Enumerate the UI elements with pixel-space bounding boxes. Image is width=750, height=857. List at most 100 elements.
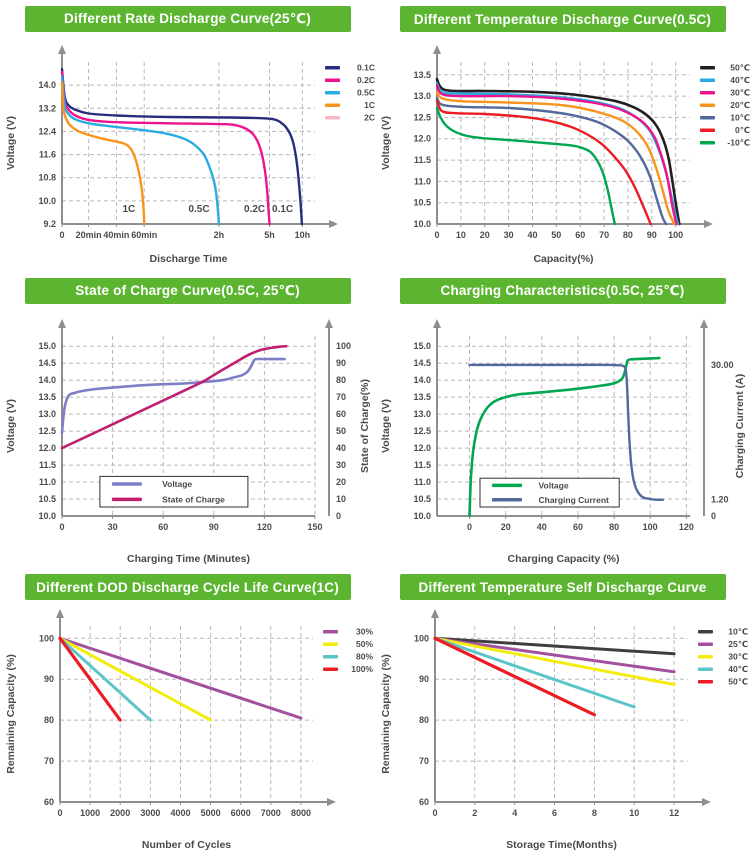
x-tick-label: 20min	[76, 230, 102, 240]
legend-label: 80%	[356, 652, 373, 662]
legend-swatch	[111, 482, 142, 486]
chart-title-banner: Different Temperature Discharge Curve(0.…	[399, 6, 726, 32]
y2-tick-label: 20	[336, 477, 346, 487]
y-tick-label: 13.0	[413, 91, 431, 101]
x-axis-title: Capacity(%)	[533, 253, 593, 265]
x-tick-label: 100	[668, 230, 683, 240]
series-20C	[435, 90, 676, 226]
chart-title: Different Temperature Discharge Curve(0.…	[413, 11, 712, 27]
y-tick-label: 10.5	[413, 494, 431, 504]
panel-self-discharge: Different Temperature Self Discharge Cur…	[375, 568, 750, 857]
chart-canvas-soc: 0 30 60 90 120 150 10.0 10.5 11.0 11.5 12.0 12.5 13.…	[5, 319, 371, 565]
x-axis-arrow-icon	[704, 220, 713, 228]
legend-label: 30℃	[728, 652, 748, 662]
y2-tick-label: 1.20	[711, 495, 729, 505]
legend-label: 50%	[356, 639, 373, 649]
y-tick-label: 11.5	[414, 155, 431, 165]
x-tick-label: 8000	[291, 808, 311, 818]
y-tick-label: 14.5	[413, 358, 431, 368]
x-tick-label: 70	[599, 230, 609, 240]
x-tick-label: 3000	[140, 808, 160, 818]
legend-swatch	[111, 497, 142, 502]
y-axis-arrow-icon	[58, 319, 66, 328]
legend-label: 0.1C	[357, 63, 375, 73]
y-tick-label: 70	[419, 756, 429, 766]
y-tick-label: 100	[39, 633, 54, 643]
series-50C	[435, 77, 681, 226]
y-tick-label: 14.0	[38, 80, 56, 90]
legend-swatch	[325, 103, 340, 107]
curve-label: 0.2C	[244, 204, 265, 215]
legend-swatch	[325, 91, 340, 95]
x-tick-label: 10	[456, 230, 466, 240]
chart-title-banner: Different Rate Discharge Curve(25℃)	[24, 6, 351, 32]
y-tick-label: 15.0	[413, 341, 431, 351]
y2-tick-label: 100	[336, 341, 351, 351]
y-tick-label: 11.0	[414, 477, 431, 487]
y-tick-label: 60	[419, 797, 429, 807]
series--10C	[435, 106, 616, 226]
chart-canvas-self-discharge: 0 2 4 6 8 10 12 60 70 80 90 100 Storage Time(Months)…	[380, 609, 748, 851]
x-axis-arrow-icon	[702, 798, 711, 806]
legend-label: Voltage	[162, 479, 192, 489]
y-tick-label: 14.5	[38, 358, 56, 368]
legend-swatch	[323, 630, 338, 634]
x-tick-label: 30	[108, 522, 118, 532]
legend-swatch	[698, 680, 713, 684]
x-axis-title: Storage Time(Months)	[506, 839, 617, 851]
x-tick-label: 0	[57, 808, 62, 818]
y-tick-label: 12.5	[38, 426, 56, 436]
y2-axis-title: State of Charge(%)	[359, 379, 371, 473]
y-axis-arrow-icon	[58, 45, 66, 54]
y2-axis-arrow-icon	[700, 319, 708, 328]
legend-label: 40℃	[730, 75, 750, 85]
x-axis-title: Number of Cycles	[142, 839, 231, 851]
series-100%	[58, 636, 122, 722]
y-tick-label: 11.0	[39, 477, 56, 487]
y-tick-label: 90	[44, 674, 54, 684]
y-tick-label: 10.5	[38, 494, 56, 504]
y-tick-label: 11.5	[39, 460, 56, 470]
y-tick-label: 90	[419, 674, 429, 684]
x-tick-label: 60	[575, 230, 585, 240]
chart-title-banner: State of Charge Curve(0.5C, 25℃)	[24, 278, 351, 304]
y2-axis-arrow-icon	[325, 319, 333, 328]
series-Charging Current	[468, 363, 665, 501]
legend-label: 40℃	[728, 664, 748, 674]
y-axis-title: Remaining Capacity (%)	[380, 654, 392, 774]
y-tick-label: 12.4	[38, 126, 56, 136]
legend-label: 2C	[364, 113, 375, 123]
curve-label: 0.5C	[188, 204, 209, 215]
y-tick-label: 10.0	[413, 219, 431, 229]
series-0C	[435, 99, 652, 226]
legend-label: 30%	[356, 627, 373, 637]
y-axis-arrow-icon	[433, 319, 441, 328]
y-tick-label: 13.2	[38, 103, 56, 113]
x-tick-label: 120	[257, 522, 272, 532]
x-tick-label: 40	[527, 230, 537, 240]
x-tick-label: 0	[59, 230, 64, 240]
y2-tick-label: 10	[336, 494, 346, 504]
legend-swatch	[698, 630, 713, 634]
series-80%	[58, 636, 152, 722]
x-tick-label: 0	[432, 808, 437, 818]
y2-tick-label: 40	[336, 443, 346, 453]
series-Voltage	[60, 357, 286, 435]
x-tick-label: 5000	[201, 808, 221, 818]
y2-tick-label: 90	[336, 358, 346, 368]
legend-box	[479, 477, 620, 508]
y-axis-arrow-icon	[433, 45, 441, 54]
series-0.5C	[60, 75, 221, 226]
x-tick-label: 4000	[170, 808, 190, 818]
y-tick-label: 80	[44, 715, 54, 725]
chart-title: Different Rate Discharge Curve(25℃)	[64, 11, 311, 26]
legend-label: 0℃	[735, 125, 750, 135]
legend-swatch	[700, 78, 715, 82]
series-40C	[433, 636, 636, 709]
y2-axis-title: Charging Current (A)	[734, 374, 746, 478]
legend-swatch	[700, 91, 715, 95]
x-tick-label: 2	[472, 808, 477, 818]
y-tick-label: 12.0	[413, 443, 431, 453]
y-tick-label: 10.0	[38, 196, 56, 206]
x-axis-title: Charging Capacity (%)	[507, 553, 619, 565]
